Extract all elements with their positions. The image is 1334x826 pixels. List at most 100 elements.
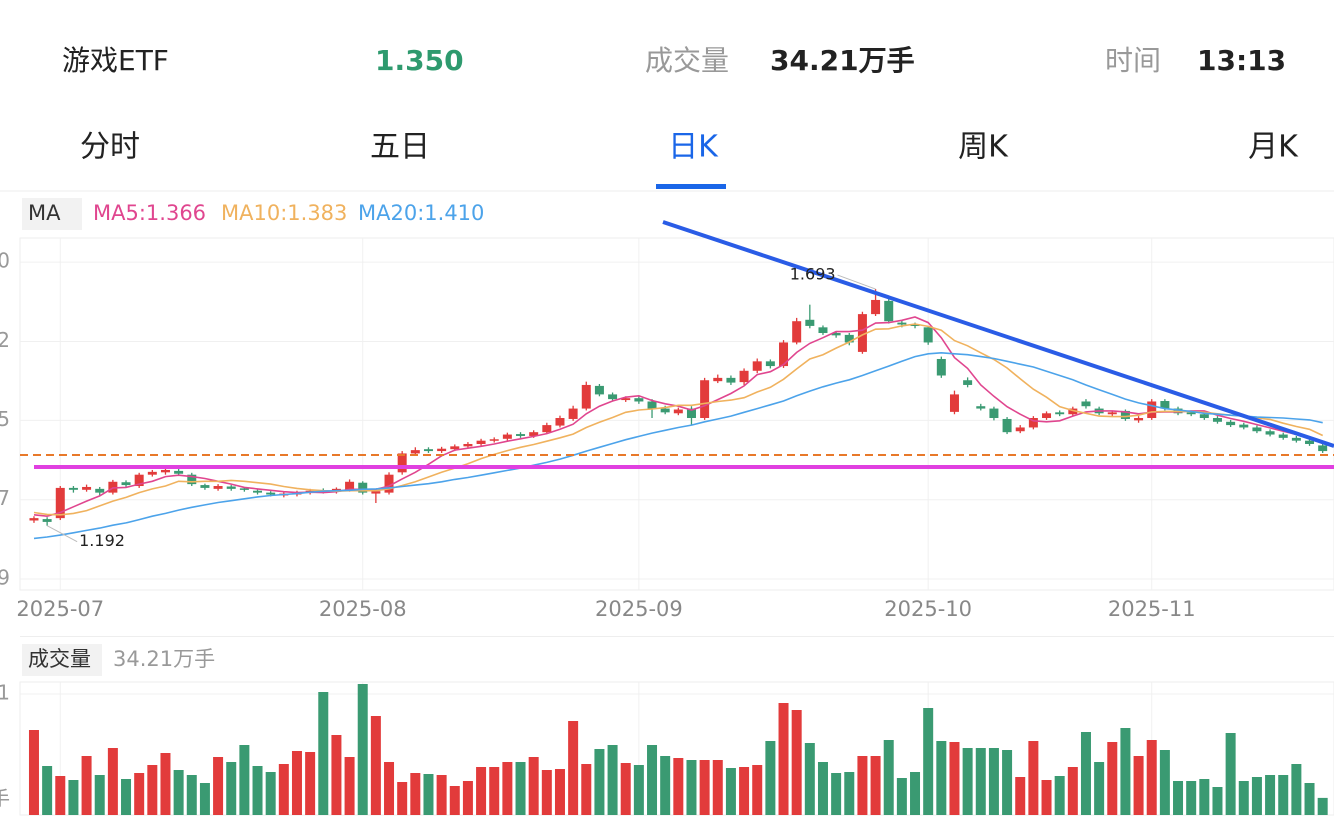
volume-bar — [1278, 775, 1289, 815]
volume-bar — [1120, 728, 1131, 815]
volume-bar — [791, 710, 802, 815]
high-leader — [837, 274, 876, 290]
volume-bar — [620, 763, 631, 815]
volume-bar — [305, 752, 316, 815]
candle-body — [765, 361, 775, 367]
candle-body — [1252, 427, 1262, 432]
candle-body — [542, 425, 552, 433]
x-tick-label: 2025-07 — [16, 597, 104, 621]
volume-bar — [199, 783, 210, 815]
volume-bar — [1212, 787, 1223, 815]
volume-bar — [68, 780, 79, 815]
tab[interactable]: 周K — [958, 130, 1009, 165]
volume-bar — [975, 748, 986, 815]
volume-bar — [1080, 732, 1091, 815]
volume-bar — [778, 703, 789, 815]
tab[interactable]: 月K — [1248, 130, 1299, 165]
tab[interactable]: 日K — [668, 130, 719, 165]
volume-bar — [515, 762, 526, 815]
volume-bar — [436, 775, 447, 815]
candle-body — [358, 482, 368, 493]
volume-bar — [318, 692, 329, 815]
time-label: 时间 — [1105, 44, 1161, 77]
candle-body — [910, 324, 920, 327]
tab-bar: 分时 五日 日K 周K 月K — [80, 130, 1299, 189]
candle-body — [121, 482, 131, 486]
volume-bar — [1238, 781, 1249, 815]
candle-body — [739, 370, 749, 383]
candle-body — [818, 327, 828, 334]
candle-body — [989, 408, 999, 419]
volume-bar — [42, 766, 53, 815]
ma-legend: MA20:1.410 — [358, 201, 484, 225]
candle-body — [1186, 412, 1196, 415]
volume-bar — [239, 745, 250, 815]
fund-name: 游戏ETF — [62, 44, 169, 77]
candle-body — [516, 434, 526, 436]
volume-bar — [476, 767, 487, 815]
ma-line — [33, 316, 1324, 518]
volume-unit: 万手 — [0, 787, 10, 811]
volume-bar — [673, 758, 684, 815]
indicator-box — [22, 198, 82, 230]
volume-bar — [213, 757, 224, 815]
candle-body — [608, 394, 618, 400]
volume-bar — [147, 765, 158, 815]
time: 13:13 — [1197, 44, 1286, 77]
plot-frame — [19, 237, 1334, 591]
volume-bar — [660, 756, 671, 815]
volume-bar — [186, 775, 197, 815]
volume-bar — [410, 773, 421, 815]
volume-bar — [344, 757, 355, 815]
candle-body — [831, 333, 841, 336]
volume-bar — [160, 753, 171, 815]
volume-bar — [988, 748, 999, 815]
candle-body — [713, 377, 723, 382]
candle-body — [397, 453, 407, 473]
candle-body — [134, 474, 144, 487]
tab[interactable]: 分时 — [80, 130, 140, 165]
candle-body — [345, 481, 355, 490]
volume-bar — [844, 772, 855, 815]
volume-bar — [607, 745, 618, 815]
ma-legend: MA5:1.366 — [93, 201, 206, 225]
volume-bar — [712, 760, 723, 815]
volume-bar — [936, 741, 947, 815]
indicator-label: MA — [28, 201, 61, 225]
candle-body — [200, 485, 210, 488]
candle-body — [371, 491, 381, 494]
candle-body — [423, 449, 433, 452]
volume-bar — [1015, 777, 1026, 815]
candle-body — [871, 299, 881, 315]
x-tick-label: 2025-09 — [595, 597, 683, 621]
candle-body — [160, 469, 170, 473]
volume-bar — [121, 779, 132, 815]
candle-body — [568, 408, 578, 419]
candle-body — [752, 361, 762, 371]
candle-body — [594, 385, 604, 395]
volume-bar — [699, 760, 710, 815]
volume-bar — [1186, 781, 1197, 815]
volume-bar — [633, 765, 644, 815]
y-tick-label: 1.750 — [0, 249, 10, 273]
candle-body — [660, 408, 670, 413]
drawn-trend-line — [662, 220, 1334, 448]
volume-bar — [765, 741, 776, 815]
x-tick-label: 2025-10 — [884, 597, 972, 621]
candle-body — [897, 322, 907, 325]
volume-bar — [725, 768, 736, 815]
low-leader — [46, 525, 78, 543]
y-tick-label: 1.247 — [0, 486, 10, 510]
candle-body — [384, 474, 394, 493]
volume-value: 34.21万手 — [113, 647, 215, 671]
volume-bar — [528, 757, 539, 815]
candle-body — [1291, 437, 1301, 441]
candle-body — [1226, 421, 1236, 426]
price: 1.350 — [375, 44, 464, 77]
volume-bar — [581, 764, 592, 815]
volume-bar — [1094, 762, 1105, 815]
candle-body — [253, 490, 263, 493]
tab[interactable]: 五日 — [370, 130, 430, 165]
high-label: 1.693 — [790, 265, 836, 284]
